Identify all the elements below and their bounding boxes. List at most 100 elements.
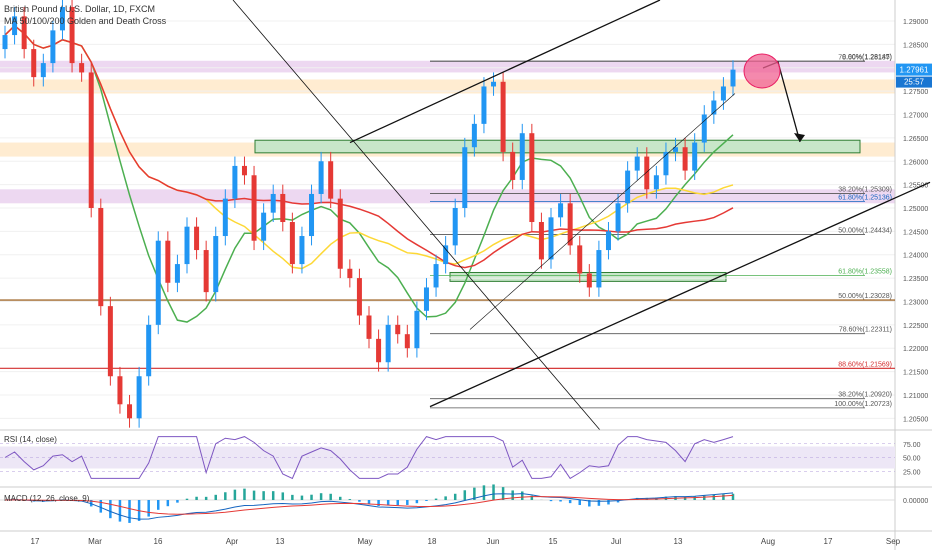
candle-body	[21, 16, 27, 50]
ma50-line	[4, 24, 734, 323]
candle-body	[69, 7, 75, 64]
zone-band	[0, 60, 895, 73]
y-tick-label: 1.26000	[903, 159, 928, 166]
candle-body	[88, 72, 94, 208]
x-tick-label: Mar	[88, 537, 102, 546]
candle-body	[443, 245, 449, 265]
candle-body	[280, 193, 286, 223]
candle-body	[261, 212, 267, 241]
candle-body	[107, 306, 113, 377]
candle-body	[136, 376, 142, 419]
candle-body	[529, 133, 535, 223]
descending-trend-line	[232, 0, 601, 431]
fib-level-label: 100.00%(1.20723)	[834, 401, 892, 408]
candle-body	[491, 81, 497, 87]
y-tick-label: 1.21000	[903, 393, 928, 400]
macd-label: MACD (12, 26, close, 9)	[4, 494, 90, 503]
candle-body	[653, 175, 659, 190]
candle-body	[730, 69, 736, 87]
y-tick-label: 1.21500	[903, 370, 928, 377]
candle-body	[98, 207, 104, 307]
candle-body	[356, 278, 362, 316]
countdown-badge-text: 25:57	[904, 78, 925, 87]
candle-body	[376, 338, 382, 363]
rsi-tick-label: 50.00	[903, 456, 921, 463]
x-tick-label: Aug	[761, 537, 775, 546]
candle-body	[673, 147, 679, 152]
candle-body	[615, 203, 621, 232]
candle-body	[701, 114, 707, 143]
fib-level-label: 61.80%(1.23558)	[838, 268, 892, 275]
candle-body	[165, 240, 171, 283]
y-tick-label: 1.29000	[903, 19, 928, 26]
rsi-label: RSI (14, close)	[4, 435, 57, 444]
macd-tick-label: 0.00000	[903, 498, 928, 505]
x-tick-label: 18	[428, 537, 437, 546]
x-tick-label: 13	[674, 537, 683, 546]
candle-body	[184, 226, 190, 265]
fib-level-label: 88.60%(1.21569)	[838, 361, 892, 368]
candle-body	[471, 123, 477, 148]
candle-body	[567, 203, 573, 246]
x-tick-label: 16	[154, 537, 163, 546]
candle-body	[404, 334, 410, 349]
candle-body	[634, 156, 640, 171]
x-tick-label: 17	[31, 537, 40, 546]
countdown-badge	[896, 76, 932, 88]
x-tick-label: Apr	[226, 537, 239, 546]
y-tick-label: 1.26500	[903, 136, 928, 143]
y-tick-label: 1.22500	[903, 323, 928, 330]
x-tick-label: Jul	[611, 537, 621, 546]
candle-body	[625, 170, 631, 204]
candle-body	[423, 287, 429, 311]
candle-body	[644, 156, 650, 190]
candle-body	[462, 147, 468, 208]
candle-body	[270, 193, 276, 213]
price-badge-text: 1.27961	[900, 66, 929, 75]
candle-body	[395, 324, 401, 335]
zone-band	[0, 79, 895, 94]
y-tick-label: 1.20500	[903, 416, 928, 423]
candle-body	[558, 203, 564, 218]
candle-body	[222, 198, 228, 237]
candle-body	[174, 264, 180, 283]
legend-indicator: MA 50/100/200 Golden and Death Cross	[4, 16, 167, 26]
candle-body	[2, 35, 8, 50]
chart-legend: British Pound / U.S. Dollar, 1D, FXCM MA…	[4, 3, 166, 27]
candle-body	[203, 250, 209, 293]
candle-body	[711, 100, 717, 115]
candle-body	[596, 250, 602, 288]
candle-body	[309, 193, 315, 237]
candle-body	[12, 16, 18, 36]
candle-body	[586, 273, 592, 288]
x-tick-label: 15	[549, 537, 558, 546]
y-tick-label: 1.24000	[903, 253, 928, 260]
candle-body	[328, 161, 334, 199]
candle-body	[481, 86, 487, 124]
candle-body	[299, 236, 305, 265]
candle-body	[577, 245, 583, 274]
candle-body	[682, 147, 688, 171]
fib-level-label: 50.00%(1.23028)	[838, 293, 892, 300]
y-tick-label: 1.23500	[903, 276, 928, 283]
x-tick-label: Sep	[886, 537, 901, 546]
candle-body	[232, 165, 238, 199]
fib-level-label: 0.00%(1.28145)	[842, 54, 892, 61]
candle-body	[720, 86, 726, 101]
y-tick-label: 1.25500	[903, 183, 928, 190]
candle-body	[337, 198, 343, 269]
candle-body	[40, 63, 46, 78]
y-tick-label: 1.24500	[903, 229, 928, 236]
fib-level-label: 61.80%(1.25136)	[838, 195, 892, 202]
fib-level-label: 38.20%(1.20920)	[838, 392, 892, 399]
candle-body	[251, 175, 257, 241]
x-tick-label: May	[357, 537, 372, 546]
candle-body	[663, 151, 669, 176]
price-badge	[896, 63, 932, 76]
channel-lower-line	[429, 181, 931, 408]
candle-body	[385, 324, 391, 363]
candle-body	[194, 226, 200, 251]
fib-level-label: 78.60%(1.22311)	[839, 327, 892, 334]
